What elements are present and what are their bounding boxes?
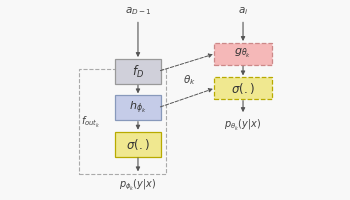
Text: $f_D$: $f_D$ (132, 64, 144, 80)
Text: $\theta_k$: $\theta_k$ (183, 73, 196, 87)
Text: $a_i$: $a_i$ (238, 5, 248, 17)
FancyBboxPatch shape (214, 77, 273, 99)
FancyBboxPatch shape (214, 43, 273, 65)
Text: $\sigma(.)$: $\sigma(.)$ (126, 137, 150, 152)
Text: $f_{out_k}$: $f_{out_k}$ (81, 115, 101, 130)
Text: $\sigma(.)$: $\sigma(.)$ (231, 81, 255, 96)
FancyBboxPatch shape (116, 95, 161, 120)
Text: $h_{\phi_k}$: $h_{\phi_k}$ (129, 100, 147, 116)
Text: $p_{\theta_k}(y|x)$: $p_{\theta_k}(y|x)$ (224, 118, 262, 133)
Text: $p_{\phi_k}(y|x)$: $p_{\phi_k}(y|x)$ (119, 177, 157, 192)
FancyBboxPatch shape (116, 59, 161, 84)
Text: $a_{D-1}$: $a_{D-1}$ (125, 5, 152, 17)
FancyBboxPatch shape (116, 132, 161, 157)
Text: $g_{\theta_k}$: $g_{\theta_k}$ (234, 47, 252, 60)
